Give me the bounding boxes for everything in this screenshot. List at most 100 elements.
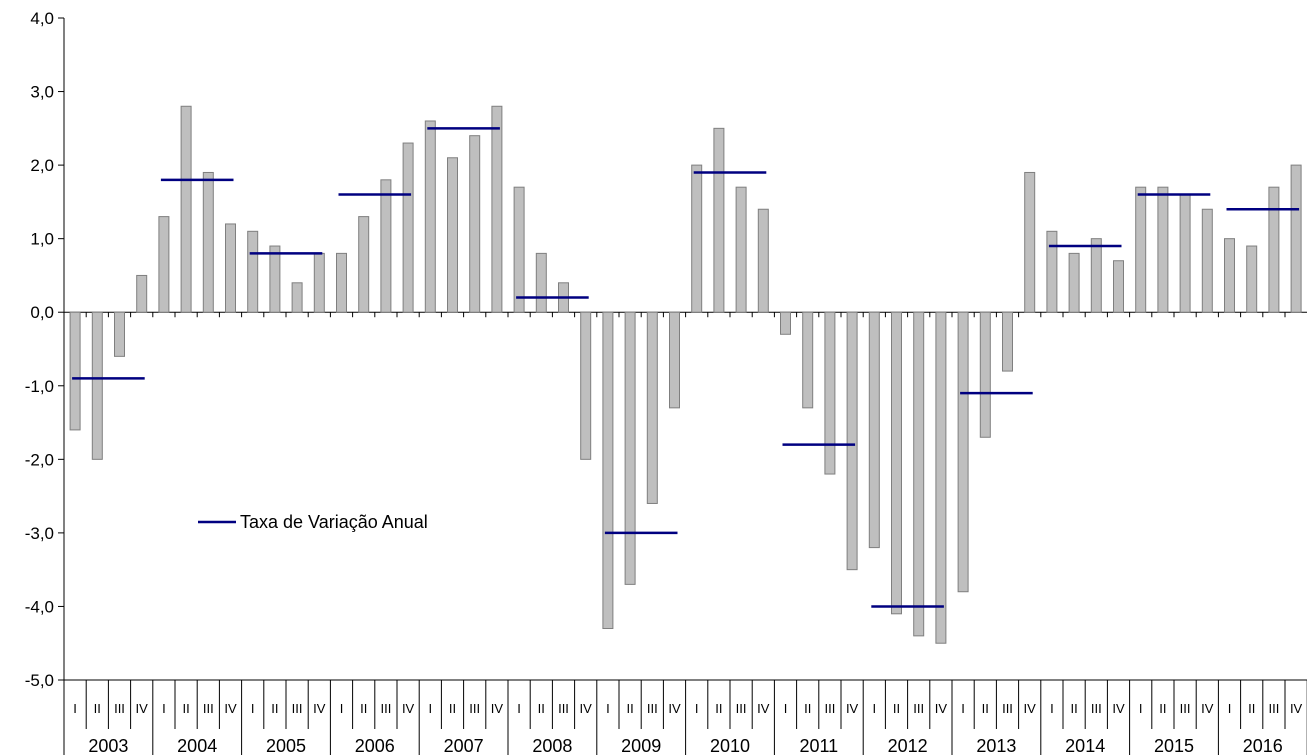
- bar: [580, 311, 592, 460]
- bar: [1246, 245, 1258, 313]
- bar: [846, 311, 858, 571]
- x-axis: I II III IV I II III IV I II III IV I II III IV I II III IV…: [63, 679, 1307, 755]
- quarter-label: I: [73, 701, 77, 716]
- bar: [225, 223, 236, 313]
- annual-rate-series: [72, 127, 1300, 608]
- bar: [380, 179, 392, 313]
- bar: [602, 311, 614, 630]
- quarter-label: IV: [668, 701, 681, 716]
- year-label: 2016: [1243, 736, 1283, 755]
- quarter-label: IV: [136, 701, 149, 716]
- quarter-label: II: [1248, 701, 1255, 716]
- quarter-label: I: [1139, 701, 1143, 716]
- quarter-label: I: [872, 701, 876, 716]
- legend-label: Taxa de Variação Anual: [240, 512, 428, 532]
- bar: [447, 157, 458, 313]
- quarter-label: III: [1180, 701, 1191, 716]
- quarter-label: II: [360, 701, 367, 716]
- quarter-label: II: [1159, 701, 1166, 716]
- year-label: 2015: [1154, 736, 1194, 755]
- quarter-label: IV: [224, 701, 237, 716]
- quarter-label: I: [340, 701, 344, 716]
- quarter-label: III: [203, 701, 214, 716]
- quarter-label: I: [162, 701, 166, 716]
- quarter-label: IV: [1290, 701, 1303, 716]
- quarter-label: IV: [935, 701, 948, 716]
- year-label: 2010: [710, 736, 750, 755]
- quarter-label: I: [428, 701, 432, 716]
- year-label: 2004: [177, 736, 217, 755]
- bar: [1290, 164, 1302, 313]
- quarter-label: IV: [313, 701, 326, 716]
- quarter-label: II: [804, 701, 811, 716]
- year-label: 2013: [976, 736, 1016, 755]
- bar: [691, 164, 703, 313]
- bar: [402, 142, 414, 313]
- quarter-label: I: [1228, 701, 1232, 716]
- quarter-label: I: [695, 701, 699, 716]
- year-label: 2006: [355, 736, 395, 755]
- quarter-label: II: [626, 701, 633, 716]
- quarter-label: I: [961, 701, 965, 716]
- bar: [646, 311, 658, 504]
- bar: [1046, 230, 1058, 313]
- quarter-label: III: [1091, 701, 1102, 716]
- quarter-label: IV: [757, 701, 770, 716]
- bar: [136, 274, 148, 313]
- bar: [913, 311, 925, 637]
- quarter-label: IV: [1201, 701, 1214, 716]
- bar: [1268, 186, 1280, 313]
- quarter-label: III: [824, 701, 835, 716]
- bar-series: [69, 105, 1302, 644]
- bar: [313, 252, 325, 313]
- quarter-label: III: [469, 701, 480, 716]
- quarter-label: II: [893, 701, 900, 716]
- quarter-label: II: [94, 701, 101, 716]
- quarter-label: II: [182, 701, 189, 716]
- bar: [1024, 171, 1036, 313]
- quarter-label: III: [558, 701, 569, 716]
- bar: [247, 230, 259, 313]
- bar: [1135, 186, 1147, 313]
- year-label: 2009: [621, 736, 661, 755]
- bar: [957, 311, 969, 593]
- bar: [91, 311, 103, 460]
- quarter-label: II: [538, 701, 545, 716]
- quarter-label: III: [1002, 701, 1013, 716]
- bar: [513, 186, 525, 313]
- bar: [1113, 260, 1124, 313]
- quarter-label: III: [913, 701, 924, 716]
- bar: [1068, 252, 1080, 313]
- bar: [535, 252, 547, 313]
- plot-area: [63, 311, 1307, 318]
- year-label: 2014: [1065, 736, 1105, 755]
- bar: [891, 311, 902, 615]
- quarter-label: III: [292, 701, 303, 716]
- y-tick-label: 3,0: [30, 83, 54, 102]
- bar: [824, 311, 836, 475]
- quarter-label: IV: [1024, 701, 1037, 716]
- bar: [780, 311, 791, 335]
- bar: [291, 282, 303, 313]
- quarter-label: I: [1050, 701, 1054, 716]
- bar: [979, 311, 991, 438]
- bar: [935, 311, 947, 644]
- bar: [358, 216, 370, 313]
- year-label: 2012: [888, 736, 928, 755]
- quarter-label: II: [449, 701, 456, 716]
- y-tick-label: 4,0: [30, 9, 54, 28]
- year-label: 2011: [799, 736, 838, 755]
- quarter-label: III: [736, 701, 747, 716]
- y-tick-label: 0,0: [30, 303, 54, 322]
- bar: [713, 127, 725, 313]
- y-tick-label: -2,0: [25, 450, 54, 469]
- y-tick-label: -5,0: [25, 671, 54, 690]
- quarter-label: II: [715, 701, 722, 716]
- quarter-label: I: [517, 701, 521, 716]
- bar: [158, 216, 170, 313]
- bar: [114, 311, 125, 357]
- bar: [1224, 238, 1235, 313]
- bar: [1201, 208, 1213, 313]
- y-tick-label: -3,0: [25, 524, 54, 543]
